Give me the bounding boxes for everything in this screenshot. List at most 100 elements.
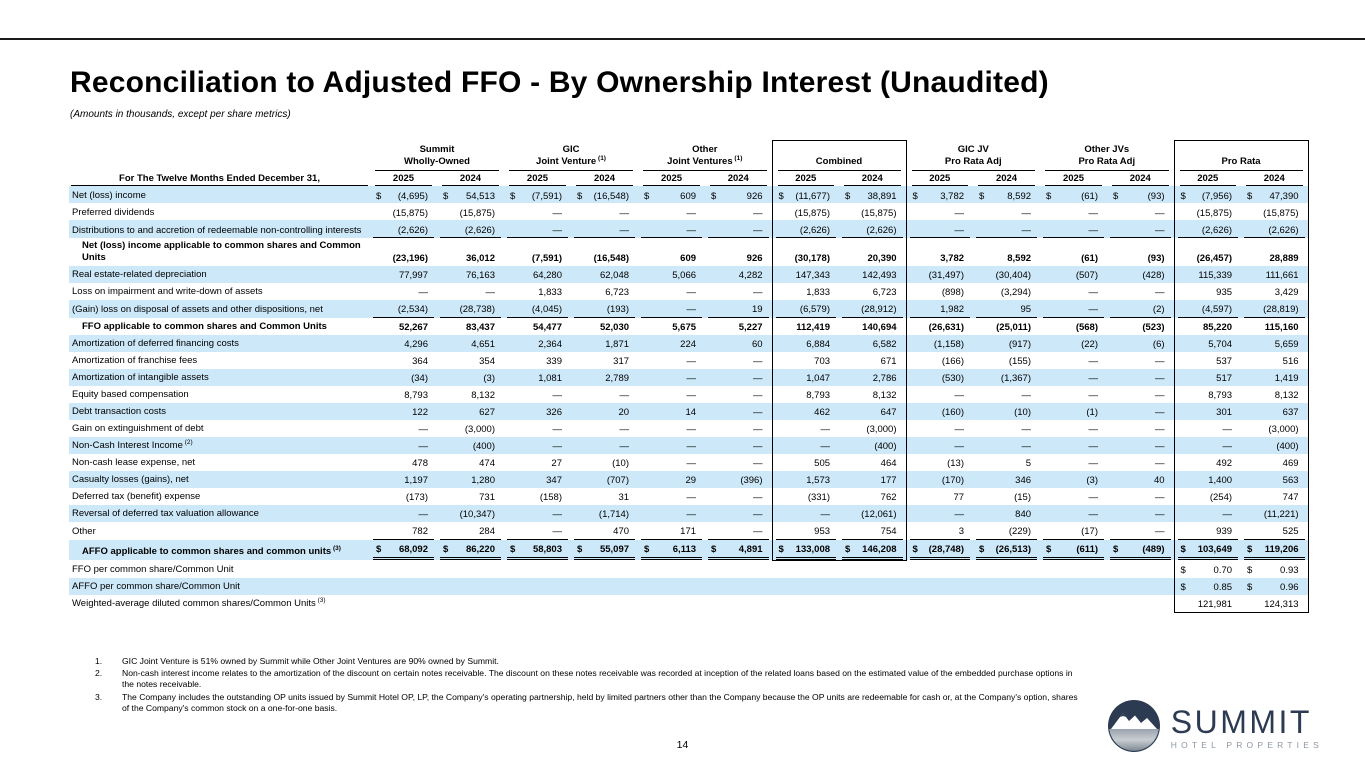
table-cell: 140,694 (839, 317, 907, 335)
cell-value: (611) (1076, 544, 1099, 556)
table-cell: (428) (1107, 265, 1175, 283)
table-cell (906, 577, 974, 595)
footnote: 3. The Company includes the outstanding … (95, 692, 1080, 714)
dollar-sign: $ (1180, 544, 1186, 556)
dollar-sign: $ (577, 190, 583, 202)
table-cell: $0.93 (1241, 560, 1309, 578)
cell-value: (254) (1209, 491, 1233, 503)
cell-value: — (1021, 389, 1032, 401)
table-cell: 20 (571, 402, 639, 420)
table-cell: — (705, 402, 773, 420)
cell-value: (31,497) (928, 269, 965, 281)
table-cell: — (504, 203, 571, 220)
year-header: 2025 (906, 171, 973, 187)
cell-value: 4,891 (738, 544, 763, 556)
table-cell: (568) (1040, 318, 1107, 335)
table-cell: — (1040, 220, 1108, 239)
cell-value: (158) (539, 491, 562, 503)
cell-value: (917) (1008, 338, 1032, 350)
table-cell: 5,227 (705, 318, 772, 335)
cell-value: — (418, 286, 429, 298)
table-cell: — (1040, 283, 1107, 300)
table-cell: 2,786 (839, 368, 907, 386)
table-cell: — (705, 522, 772, 540)
cell-value: (6,579) (799, 303, 831, 315)
row-label: Loss on impairment and write-down of ass… (72, 285, 263, 297)
table-cell: — (504, 386, 571, 403)
table-row: Preferred dividends (15,875) (15,875) — — — — (… (69, 203, 1309, 221)
table-cell: (3,294) (973, 283, 1040, 300)
table-row: AFFO per common share/Common Unit $0.85 $0… (69, 577, 1309, 595)
table-cell: — (1107, 454, 1174, 471)
cell-value: — (1155, 457, 1165, 469)
table-cell: (61) (1040, 238, 1107, 265)
cell-value: 146,208 (862, 543, 897, 555)
table-cell: — (705, 454, 772, 471)
table-cell: $54,513 (437, 186, 504, 204)
dollar-sign: $ (711, 544, 717, 556)
table-cell: 5,659 (1241, 334, 1309, 352)
table-cell: 5,066 (638, 265, 706, 283)
table-cell: (193) (571, 299, 639, 318)
table-cell: — (906, 436, 974, 454)
cell-value: — (753, 508, 763, 520)
table-row: Weighted-average diluted common shares/C… (69, 594, 1309, 613)
table-cell: 4,651 (437, 334, 504, 352)
table-row: Debt transaction costs 122 627 326 20 14 — 462 6… (69, 402, 1309, 420)
table-cell: (229) (973, 522, 1040, 540)
footnote-text: GIC Joint Venture is 51% owned by Summit… (122, 656, 499, 666)
table-cell: (6) (1107, 334, 1175, 352)
table-cell: 3,782 (906, 238, 973, 265)
cell-value: (4,597) (1201, 303, 1233, 315)
table-cell: $58,803 (504, 539, 571, 561)
table-cell: — (1040, 352, 1107, 369)
table-cell: 95 (973, 299, 1041, 318)
table-cell: — (1040, 420, 1107, 437)
cell-value: — (552, 525, 563, 537)
cell-value: 364 (412, 355, 428, 367)
row-label: Amortization of franchise fees (72, 354, 198, 366)
cell-value: 516 (1282, 355, 1299, 367)
table-cell: 317 (571, 352, 638, 369)
footnote-text: The Company includes the outstanding OP … (122, 691, 1078, 713)
cell-value: — (1088, 355, 1099, 367)
footnote-number: 1. (95, 656, 103, 666)
cell-value: (7,591) (531, 190, 562, 202)
table-cell: — (571, 203, 638, 220)
cell-value: 111,661 (1265, 269, 1299, 281)
row-label: Non-cash lease expense, net (72, 456, 196, 468)
table-cell: (34) (370, 368, 437, 386)
table-cell: 19 (705, 299, 773, 318)
table-row: Other 782 284 — 470 171 — 953 754 3 (229) (17) — 939 5… (69, 521, 1309, 540)
table-cell: 6,582 (839, 334, 907, 352)
cell-value: 347 (546, 474, 562, 486)
table-cell: 8,793 (771, 385, 840, 403)
table-row: Amortization of deferred financing costs… (69, 334, 1309, 352)
cell-value: 5,066 (672, 269, 697, 281)
table-cell: (28,912) (839, 299, 907, 318)
cell-value: (22) (1081, 338, 1099, 350)
cell-value: — (753, 406, 763, 418)
cell-value: 58,803 (532, 544, 562, 556)
cell-value: — (552, 440, 563, 452)
table-cell: $86,220 (437, 539, 504, 561)
table-cell: — (638, 386, 705, 403)
table-cell: — (705, 368, 773, 386)
cell-value: 939 (1216, 525, 1233, 537)
table-row: FFO applicable to common shares and Comm… (69, 317, 1309, 335)
cell-value: 224 (680, 338, 697, 350)
table-cell: 6,723 (571, 283, 638, 300)
table-cell: 2,364 (504, 334, 571, 352)
table-cell (906, 595, 973, 613)
cell-value: 6,723 (605, 286, 630, 298)
cell-value: (15,875) (392, 207, 428, 219)
cell-value: (26,631) (928, 321, 965, 333)
column-group-line1 (1173, 140, 1309, 156)
cell-value: 14 (685, 406, 697, 418)
table-cell (638, 577, 706, 595)
cell-value: (34) (411, 372, 428, 384)
dollar-sign: $ (1113, 544, 1119, 556)
table-cell: 8,793 (1173, 385, 1242, 403)
cell-value: 121,981 (1197, 598, 1233, 610)
cell-value: — (1155, 406, 1165, 418)
